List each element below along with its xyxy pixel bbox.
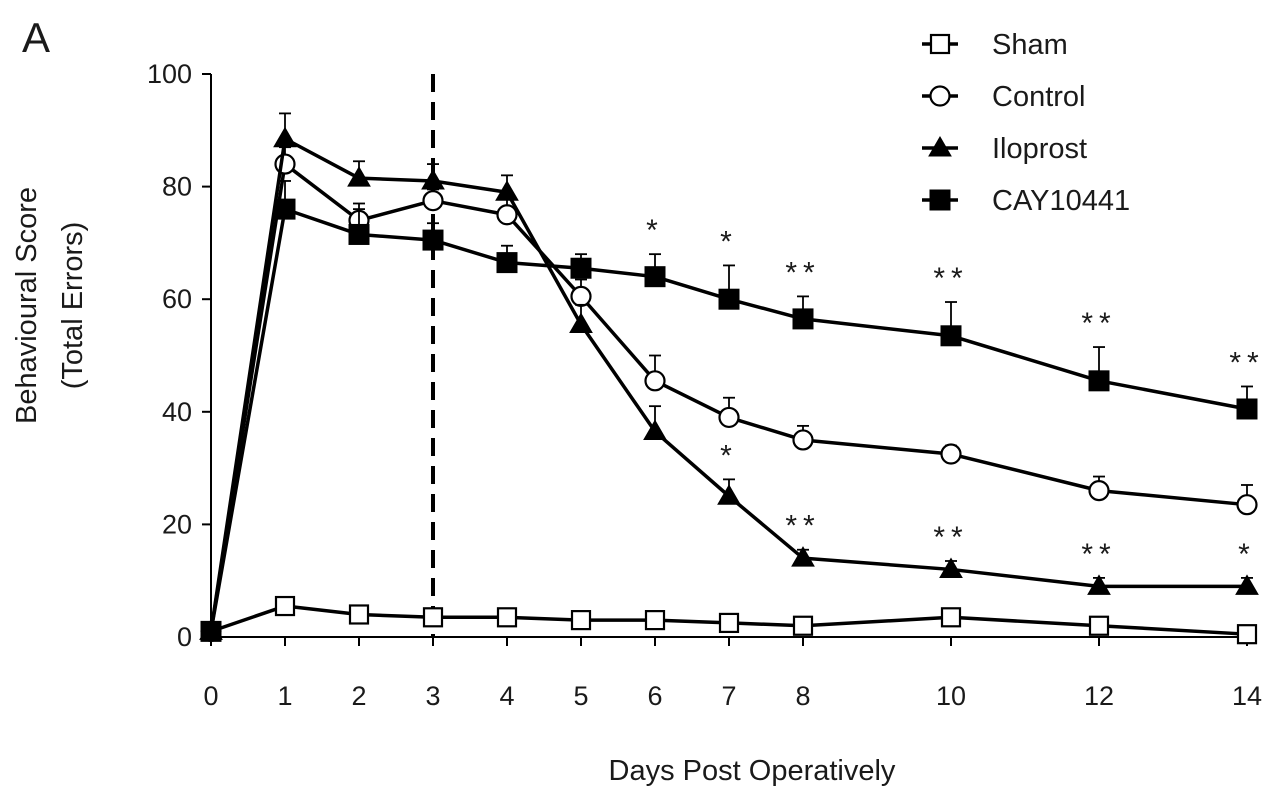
significance-layer: *** **** ** *** ******: [646, 214, 1265, 571]
x-tick-label: 5: [573, 681, 588, 711]
significance-label-cay10441: *: [720, 225, 738, 258]
data-point-sham: [794, 617, 812, 635]
legend-marker-cay10441: [930, 190, 950, 210]
legend-label-iloprost: Iloprost: [992, 133, 1087, 165]
y-tick-label: 40: [162, 397, 192, 427]
data-point-cay10441: [275, 199, 295, 219]
data-point-sham: [572, 611, 590, 629]
y-tick-label: 80: [162, 172, 192, 202]
significance-label-cay10441: **: [1229, 346, 1264, 379]
data-point-sham: [646, 611, 664, 629]
y-tick-label: 20: [162, 509, 192, 539]
data-point-sham: [942, 608, 960, 626]
data-point-sham: [498, 608, 516, 626]
x-tick-label: 4: [499, 681, 514, 711]
data-point-cay10441: [793, 309, 813, 329]
data-point-control: [572, 287, 591, 306]
x-tick-label: 2: [351, 681, 366, 711]
y-axis-title: Behavioural Score (Total Errors): [11, 187, 89, 424]
x-tick-label: 0: [203, 681, 218, 711]
legend-entry-cay10441: CAY10441: [922, 185, 1130, 217]
data-point-control: [424, 191, 443, 210]
x-tick-label: 6: [647, 681, 662, 711]
x-tick-label: 8: [795, 681, 810, 711]
x-tick-label: 14: [1232, 681, 1262, 711]
significance-label-cay10441: **: [933, 262, 968, 295]
data-point-cay10441: [349, 224, 369, 244]
significance-label-cay10441: **: [1081, 307, 1116, 340]
significance-label-iloprost: *: [1238, 538, 1256, 571]
significance-label-iloprost: **: [1081, 538, 1116, 571]
data-point-iloprost: [274, 128, 296, 147]
data-point-iloprost: [570, 314, 592, 333]
significance-label-iloprost: *: [720, 439, 738, 472]
data-point-sham: [1238, 625, 1256, 643]
y-tick-label: 60: [162, 284, 192, 314]
x-tick-label: 10: [936, 681, 966, 711]
significance-label-iloprost: **: [785, 510, 820, 543]
data-point-sham: [720, 614, 738, 632]
x-tick-label: 1: [277, 681, 292, 711]
data-point-control: [720, 408, 739, 427]
significance-label-iloprost: **: [933, 521, 968, 554]
data-point-control: [794, 430, 813, 449]
data-point-iloprost: [348, 167, 370, 186]
legend-label-control: Control: [992, 81, 1086, 113]
data-point-cay10441: [1089, 371, 1109, 391]
data-point-control: [1238, 495, 1257, 514]
data-point-control: [498, 205, 517, 224]
data-point-cay10441: [645, 267, 665, 287]
data-point-sham: [350, 605, 368, 623]
data-point-cay10441: [719, 289, 739, 309]
y-tick-label: 0: [177, 622, 192, 652]
data-point-control: [276, 155, 295, 174]
data-point-control: [646, 371, 665, 390]
x-axis-title: Days Post Operatively: [609, 755, 896, 787]
legend-entry-control: Control: [922, 81, 1086, 113]
legend-entry-iloprost: Iloprost: [922, 133, 1087, 165]
y-axis-title-line-1: Behavioural Score: [11, 187, 43, 424]
significance-label-cay10441: **: [785, 256, 820, 289]
y-tick-label: 100: [147, 59, 192, 89]
legend: Sham Control Iloprost CAY10441: [922, 29, 1130, 217]
legend-entry-sham: Sham: [922, 29, 1068, 61]
data-point-cay10441: [941, 326, 961, 346]
x-tick-label: 3: [425, 681, 440, 711]
data-point-cay10441: [497, 253, 517, 273]
data-point-cay10441: [201, 621, 221, 641]
data-point-cay10441: [1237, 399, 1257, 419]
data-point-control: [942, 445, 961, 464]
legend-marker-control: [931, 87, 950, 106]
x-tick-label: 7: [721, 681, 736, 711]
legend-label-sham: Sham: [992, 29, 1068, 61]
data-point-cay10441: [423, 230, 443, 250]
legend-marker-sham: [931, 35, 949, 53]
data-point-sham: [276, 597, 294, 615]
panel-label: A: [22, 14, 50, 61]
data-point-sham: [424, 608, 442, 626]
x-tick-label: 12: [1084, 681, 1114, 711]
significance-label-cay10441: *: [646, 214, 664, 247]
y-axis-title-line-2: (Total Errors): [57, 222, 89, 390]
data-point-control: [1090, 481, 1109, 500]
data-point-cay10441: [571, 258, 591, 278]
legend-label-cay10441: CAY10441: [992, 185, 1130, 217]
data-point-sham: [1090, 617, 1108, 635]
